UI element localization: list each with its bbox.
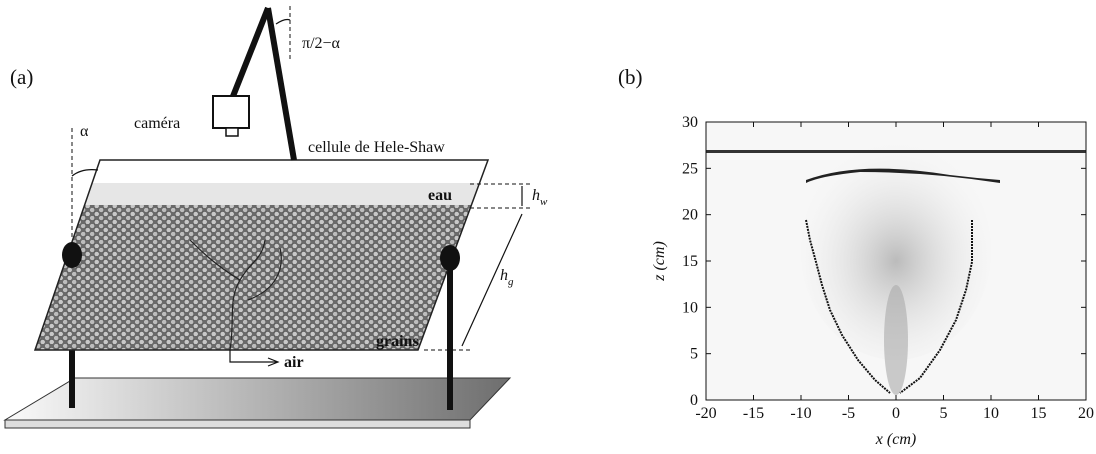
air-label: air [284, 354, 304, 371]
water-label: eau [428, 187, 452, 204]
air-inlet [230, 350, 278, 366]
x-tick-label: 15 [1031, 405, 1047, 422]
x-tick-label: 20 [1078, 405, 1094, 422]
y-tick-label: 15 [682, 253, 698, 270]
symbol: h [532, 187, 540, 204]
base-plate-edge [5, 420, 470, 428]
angle-label: π/2−α [302, 35, 341, 52]
camera-label: caméra [134, 115, 180, 132]
panel-label: (b) [618, 65, 643, 89]
angle-arc [276, 20, 290, 25]
cell-label: cellule de Hele-Shaw [308, 139, 445, 156]
pivot [440, 245, 460, 271]
hw-label: hw [532, 187, 548, 208]
subscript: g [508, 276, 514, 288]
pivot [62, 242, 82, 268]
y-tick-label: 5 [690, 346, 698, 363]
figure: (a) caméra cellule de Hele-Shaw π/2−α α [0, 0, 1096, 454]
symbol: h [500, 267, 508, 284]
y-tick-label: 0 [690, 392, 698, 409]
x-tick-label: -5 [842, 405, 855, 422]
y-tick-label: 30 [682, 114, 698, 131]
x-tick-label: -10 [790, 405, 811, 422]
camera-lens [226, 128, 238, 136]
x-tick-label: 0 [892, 405, 900, 422]
free-surface [706, 150, 1086, 153]
y-tick-label: 20 [682, 207, 698, 224]
panel-b: (b) x (cm) z (cm) -20 -15 -10 -5 0 5 10 15 20 0 5 1… [618, 65, 1094, 448]
x-tick-label: -15 [743, 405, 764, 422]
subscript: w [540, 196, 548, 208]
hg-label: hg [500, 267, 514, 288]
x-tick-label: 5 [940, 405, 948, 422]
camera [213, 96, 249, 128]
panel-label: (a) [10, 65, 33, 89]
grains-label: grains [376, 333, 419, 350]
x-tick-label: 10 [983, 405, 999, 422]
panel-a: (a) caméra cellule de Hele-Shaw π/2−α α [5, 6, 548, 428]
plume-core [884, 285, 908, 395]
page: (a) caméra cellule de Hele-Shaw π/2−α α [0, 0, 1096, 454]
base-plate [5, 378, 510, 420]
angle-label: α [80, 123, 89, 140]
y-axis-label: z (cm) [651, 241, 668, 282]
y-tick-label: 10 [682, 299, 698, 316]
x-tick-label: -20 [695, 405, 716, 422]
y-tick-label: 25 [682, 160, 698, 177]
x-axis-label: x (cm) [875, 431, 916, 448]
